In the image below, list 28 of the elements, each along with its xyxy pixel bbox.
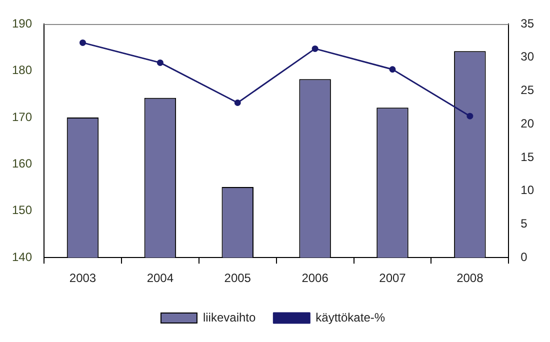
y-tick-label: 140 (12, 250, 32, 264)
y2-tick-label: 25 (520, 83, 534, 98)
y-tick-label: 170 (12, 110, 32, 124)
x-tick-label: 2007 (379, 271, 406, 286)
y2-tick-label: 10 (520, 183, 534, 198)
y2-tick-label: 5 (520, 216, 528, 231)
legend-label: käyttökate-% (316, 310, 386, 324)
y-tick-label: 180 (12, 63, 32, 78)
y-tick-label: 190 (12, 16, 32, 30)
y2-tick-label: 30 (520, 50, 534, 64)
point (79, 39, 86, 46)
x-tick-label: 2006 (302, 271, 329, 286)
point (312, 45, 318, 52)
y2-tick-label: 35 (520, 16, 534, 30)
y2-tick-label: 15 (520, 150, 534, 164)
x-tick-label: 2004 (146, 271, 174, 286)
x-tick-label: 2005 (224, 271, 252, 286)
point (156, 59, 164, 66)
y-tick-label: 160 (12, 156, 32, 170)
y-tick-label: 150 (12, 203, 32, 218)
x-tick-label: 2003 (69, 271, 96, 286)
x-tick-label: 2008 (456, 271, 484, 286)
point (389, 66, 396, 73)
point (234, 100, 241, 106)
y2-tick-label: 0 (520, 250, 528, 264)
legend-label: liikevaihto (202, 310, 256, 324)
y2-tick-label: 20 (520, 116, 534, 130)
point (466, 112, 474, 120)
